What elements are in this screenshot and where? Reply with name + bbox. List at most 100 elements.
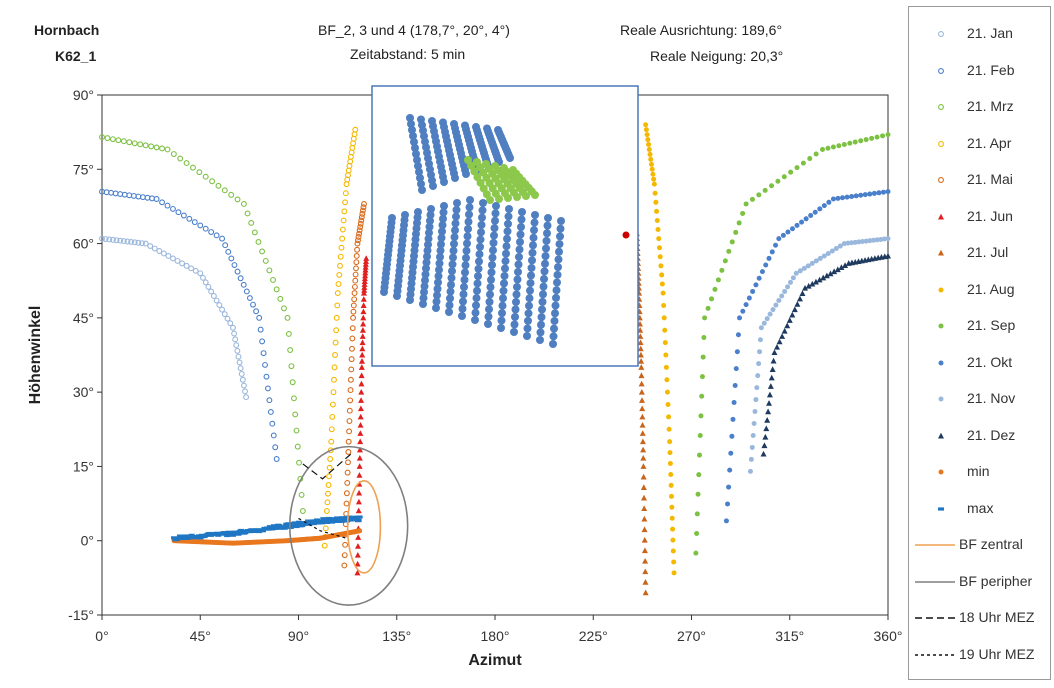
legend-label: max — [967, 500, 993, 516]
data-point — [761, 442, 767, 448]
inset-point — [531, 211, 539, 219]
inset-point — [462, 170, 470, 178]
legend-label: min — [967, 463, 990, 479]
data-point — [876, 190, 881, 195]
inset-point — [530, 234, 538, 242]
data-point — [333, 353, 338, 358]
inset-point — [542, 245, 550, 253]
inset-point — [556, 232, 564, 240]
data-point — [357, 463, 363, 469]
data-point — [642, 568, 648, 574]
data-point — [263, 259, 268, 264]
data-point — [352, 297, 357, 302]
inset-point — [419, 300, 427, 308]
bf-zentral-contour — [348, 481, 381, 573]
data-point — [239, 372, 244, 377]
legend-marker — [939, 141, 944, 146]
legend-symbol — [915, 427, 957, 445]
data-point — [282, 306, 287, 311]
data-point — [152, 246, 157, 251]
data-point — [701, 335, 706, 340]
inset-point — [552, 294, 560, 302]
data-point — [670, 538, 675, 543]
data-point — [753, 282, 758, 287]
inset-point — [513, 283, 521, 291]
inset-point — [551, 309, 559, 317]
data-point — [325, 500, 330, 505]
data-point — [209, 230, 214, 235]
data-point — [770, 366, 776, 372]
legend-label: 21. Jan — [967, 25, 1013, 41]
data-point — [853, 140, 858, 145]
legend-item: 18 Uhr MEZ — [909, 601, 1050, 635]
inset-point — [491, 217, 499, 225]
inset-point — [380, 288, 388, 296]
data-point — [352, 132, 357, 137]
data-point — [350, 346, 355, 351]
legend-item: min — [909, 455, 1050, 489]
data-point — [232, 331, 237, 336]
data-point — [667, 427, 672, 432]
inset-point — [473, 287, 481, 295]
inset-point — [499, 294, 507, 302]
inset-point — [524, 317, 532, 325]
data-point — [345, 481, 350, 486]
inset-reference-point — [623, 232, 630, 239]
data-point — [300, 509, 305, 514]
inset-point — [510, 328, 518, 336]
inset-point — [556, 240, 564, 248]
interval-value: 5 min — [431, 46, 465, 62]
data-point — [358, 414, 364, 420]
legend-symbol — [915, 500, 957, 518]
inset-point — [485, 305, 493, 313]
data-point — [737, 220, 742, 225]
inset-point — [489, 254, 497, 262]
data-point — [148, 244, 153, 249]
data-point — [225, 316, 230, 321]
data-point — [886, 132, 891, 137]
data-point — [660, 282, 665, 287]
legend-item: 21. Aug — [909, 273, 1050, 307]
data-point — [788, 280, 793, 285]
legend-item: 19 Uhr MEZ — [909, 638, 1050, 672]
data-point — [346, 173, 351, 178]
legend-marker — [939, 68, 944, 73]
data-point — [348, 388, 353, 393]
data-point — [644, 127, 649, 132]
inset-point — [550, 332, 558, 340]
data-point — [345, 470, 350, 475]
data-point — [813, 210, 818, 215]
inset-point — [490, 232, 498, 240]
legend-symbol — [915, 463, 957, 481]
legend-item: BF peripher — [909, 565, 1050, 599]
inset-point — [484, 320, 492, 328]
x-tick-label: 225° — [579, 628, 608, 644]
data-point — [664, 365, 669, 370]
data-point — [360, 333, 366, 339]
data-point — [736, 332, 741, 337]
legend-marker — [939, 287, 944, 292]
data-point — [885, 253, 891, 259]
legend-symbol — [915, 646, 957, 664]
data-point — [787, 317, 793, 323]
data-point — [641, 505, 647, 511]
series-21-mrz — [100, 135, 306, 514]
data-point — [693, 551, 698, 556]
data-point — [214, 233, 219, 238]
inset-point — [499, 302, 507, 310]
data-point — [206, 285, 211, 290]
data-point — [648, 157, 653, 162]
inset-point — [529, 241, 537, 249]
x-tick-label: 135° — [382, 628, 411, 644]
x-tick-label: 45° — [190, 628, 211, 644]
inset-point — [393, 292, 401, 300]
data-point — [286, 332, 291, 337]
data-point — [775, 179, 780, 184]
y-tick-label: 75° — [73, 161, 94, 177]
inset-point — [525, 302, 533, 310]
data-point — [642, 547, 648, 553]
data-point — [334, 328, 339, 333]
data-point — [763, 188, 768, 193]
data-point — [193, 268, 198, 273]
data-point — [639, 389, 645, 395]
